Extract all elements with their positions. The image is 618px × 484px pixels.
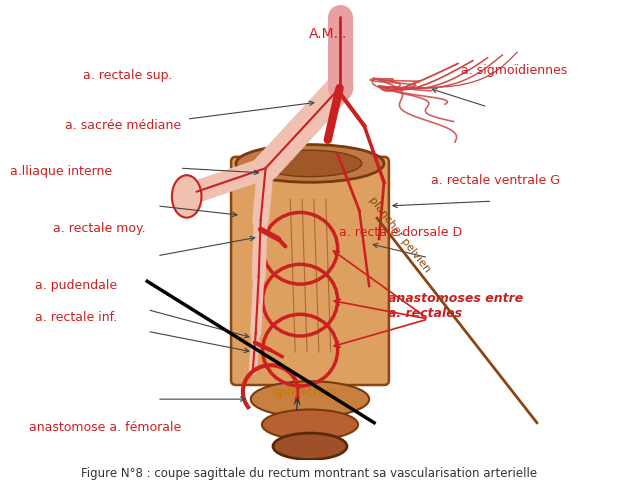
Ellipse shape [251,381,369,417]
Ellipse shape [258,151,362,177]
Text: a. sacrée médiane: a. sacrée médiane [65,119,181,132]
FancyBboxPatch shape [231,157,389,385]
Text: a. rectale dorsale D: a. rectale dorsale D [339,226,463,239]
Text: a. sigmoïdiennes: a. sigmoïdiennes [462,64,568,77]
Text: anastomose a. fémorale: anastomose a. fémorale [28,420,181,433]
Text: a. pudendale: a. pudendale [35,278,117,291]
Text: a. rectale inf.: a. rectale inf. [35,310,117,323]
Text: sphincters: sphincters [273,386,337,398]
Text: a. rectale moy.: a. rectale moy. [53,221,146,234]
Text: A.M.I.: A.M.I. [309,27,347,41]
Ellipse shape [236,145,384,183]
Text: a. rectale ventrale G: a. rectale ventrale G [431,173,560,186]
Text: anastomoses entre
a. rectales: anastomoses entre a. rectales [388,291,523,319]
Ellipse shape [262,409,358,440]
Text: a. rectale sup.: a. rectale sup. [83,68,173,81]
Text: Figure N°8 : coupe sagittale du rectum montrant sa vascularisation arterielle: Figure N°8 : coupe sagittale du rectum m… [81,466,537,479]
Ellipse shape [172,176,201,218]
Text: plancher pelvien: plancher pelvien [367,195,432,274]
Ellipse shape [273,433,347,459]
Text: a.lliaque interne: a.lliaque interne [11,164,112,177]
